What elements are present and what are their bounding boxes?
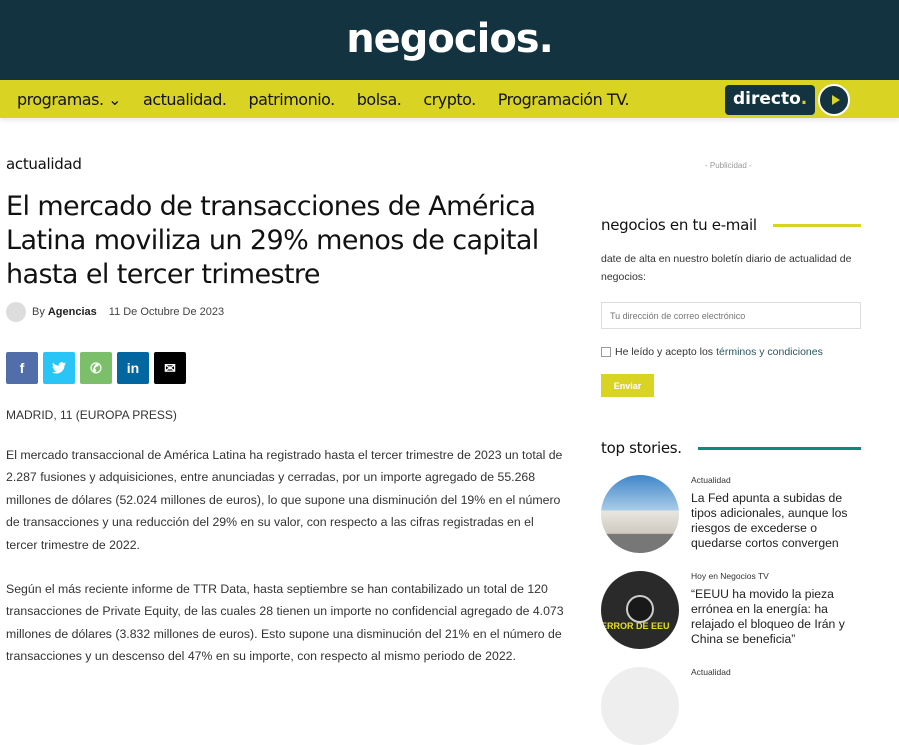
avatar bbox=[6, 302, 26, 322]
nav-programacion-tv[interactable]: Programación TV. bbox=[497, 89, 630, 109]
ad-label: - Publicidad - bbox=[705, 161, 752, 170]
story-title[interactable]: La Fed apunta a subidas de tipos adicion… bbox=[691, 491, 848, 550]
divider bbox=[772, 223, 861, 227]
nav-crypto[interactable]: crypto. bbox=[423, 89, 476, 109]
story-category[interactable]: Actualidad bbox=[691, 475, 731, 485]
directo-button[interactable]: directo. bbox=[725, 84, 851, 116]
sidebar: negocios en tu e-mail date de alta en nu… bbox=[601, 216, 861, 745]
story-thumbnail[interactable] bbox=[601, 667, 679, 745]
paragraph: El mercado transaccional de América Lati… bbox=[6, 448, 563, 552]
paragraph: Según el más reciente informe de TTR Dat… bbox=[6, 582, 564, 664]
nav-actualidad[interactable]: actualidad. bbox=[143, 89, 227, 109]
site-logo[interactable]: negocios. bbox=[346, 16, 554, 62]
directo-dot: . bbox=[800, 89, 808, 109]
submit-button[interactable]: Enviar bbox=[601, 374, 654, 397]
play-icon[interactable] bbox=[626, 595, 654, 623]
newsletter-title: negocios en tu e-mail bbox=[601, 216, 757, 234]
story-thumbnail[interactable] bbox=[601, 475, 679, 553]
top-stories-title: top stories. bbox=[601, 439, 682, 457]
list-item[interactable]: ERROR DE EEU Hoy en Negocios TV “EEUU ha … bbox=[601, 571, 861, 649]
article-meta: By Agencias 11 De Octubre De 2023 bbox=[6, 302, 566, 322]
nav-patrimonio[interactable]: patrimonio. bbox=[248, 89, 335, 109]
story-thumbnail[interactable]: ERROR DE EEU bbox=[601, 571, 679, 649]
article-category[interactable]: actualidad bbox=[6, 155, 82, 173]
terms-link[interactable]: términos y condiciones bbox=[716, 346, 823, 358]
top-stories-heading: top stories. bbox=[601, 439, 861, 457]
dateline: MADRID, 11 (EUROPA PRESS) bbox=[6, 408, 177, 422]
twitter-icon[interactable] bbox=[43, 352, 75, 384]
site-header: negocios. bbox=[0, 0, 899, 80]
email-input[interactable] bbox=[601, 302, 861, 329]
list-item[interactable]: Actualidad La Fed apunta a subidas de tip… bbox=[601, 475, 861, 553]
play-icon[interactable] bbox=[818, 84, 851, 116]
story-title[interactable]: “EEUU ha movido la pieza errónea en la e… bbox=[691, 587, 845, 646]
main-nav: programas. ⌄ actualidad. patrimonio. bol… bbox=[0, 80, 899, 118]
article-title: El mercado de transacciones de América L… bbox=[6, 191, 539, 290]
consent-row: He leído y acepto los términos y condicio… bbox=[601, 346, 861, 358]
divider bbox=[697, 446, 861, 450]
newsletter-desc: date de alta en nuestro boletín diario d… bbox=[601, 253, 852, 283]
list-item[interactable]: Actualidad bbox=[601, 667, 861, 745]
story-category[interactable]: Hoy en Negocios TV bbox=[691, 571, 769, 581]
story-category[interactable]: Actualidad bbox=[691, 667, 731, 677]
consent-checkbox[interactable] bbox=[601, 347, 611, 357]
nav-bolsa[interactable]: bolsa. bbox=[356, 89, 402, 109]
nav-programas[interactable]: programas. ⌄ bbox=[17, 89, 122, 109]
facebook-icon[interactable]: f bbox=[6, 352, 38, 384]
article: actualidad El mercado de transacciones d… bbox=[6, 155, 566, 668]
linkedin-icon[interactable]: in bbox=[117, 352, 149, 384]
share-buttons: f ✆ in ✉ bbox=[6, 352, 566, 384]
directo-label: directo bbox=[733, 89, 801, 109]
thumb-text: ERROR DE EEU bbox=[601, 621, 670, 631]
article-date: 11 De Octubre De 2023 bbox=[108, 306, 225, 318]
whatsapp-icon[interactable]: ✆ bbox=[80, 352, 112, 384]
author-link[interactable]: Agencias bbox=[47, 306, 97, 318]
newsletter-heading: negocios en tu e-mail bbox=[601, 216, 861, 234]
by-label: By bbox=[32, 306, 45, 318]
consent-label: He leído y acepto los bbox=[615, 346, 714, 358]
mail-icon[interactable]: ✉ bbox=[154, 352, 186, 384]
